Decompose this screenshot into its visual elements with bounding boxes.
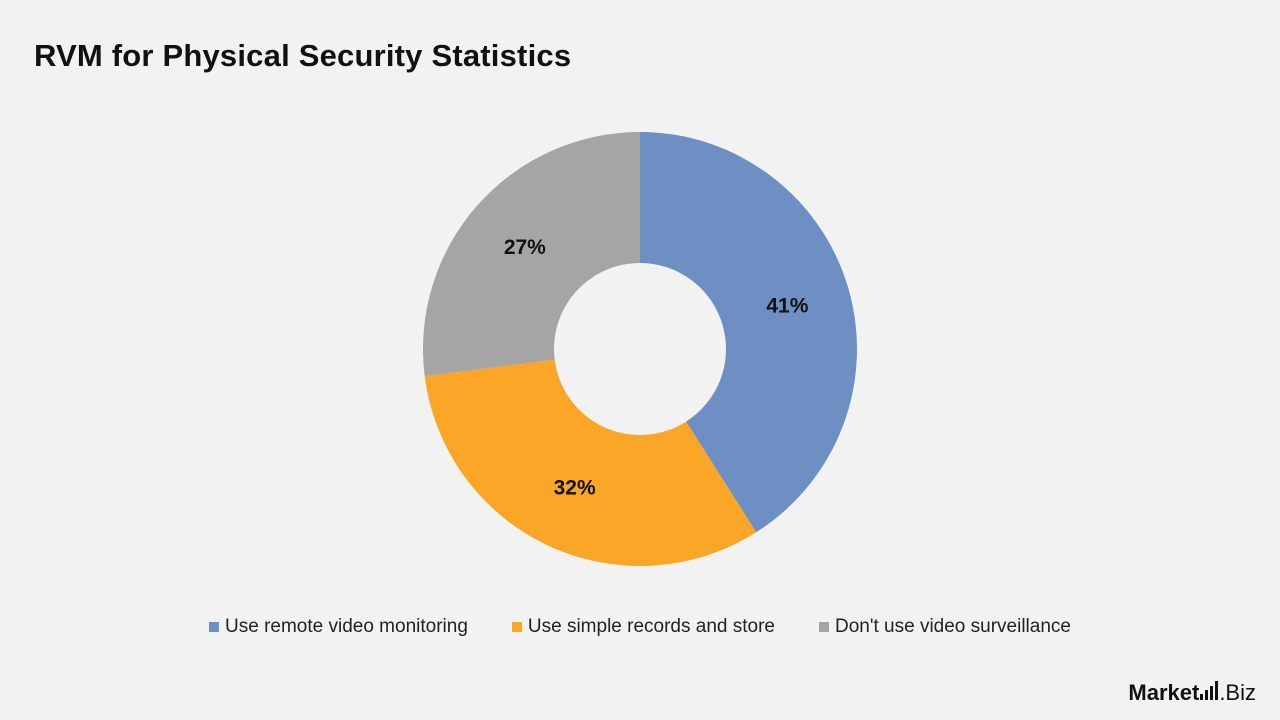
legend-swatch: [209, 622, 219, 632]
brand-logo-text-main: Market: [1128, 680, 1200, 705]
legend-item-1: Use remote video monitoring: [209, 616, 468, 638]
brand-logo: Market .Biz: [1128, 680, 1256, 706]
donut-slice-1: [640, 132, 857, 533]
legend-label: Use remote video monitoring: [225, 616, 468, 637]
data-label-2: 32%: [554, 476, 596, 499]
chart-title: RVM for Physical Security Statistics: [34, 38, 572, 73]
data-label-1: 41%: [766, 295, 808, 318]
donut-slice-2: [424, 359, 757, 566]
legend-label: Use simple records and store: [527, 616, 775, 637]
donut-slice-3: [423, 132, 640, 377]
legend-label: Don't use video surveillance: [835, 616, 1071, 637]
data-label-3: 27%: [504, 236, 546, 259]
legend-item-2: Use simple records and store: [511, 616, 775, 638]
brand-logo-text-tld: .Biz: [1219, 680, 1256, 705]
legend-item-3: Don't use video surveillance: [819, 616, 1071, 638]
chart-legend: Use remote video monitoring Use simple re…: [0, 616, 1280, 638]
legend-swatch: [819, 622, 829, 632]
bar-chart-icon: [1200, 681, 1219, 700]
legend-swatch: [511, 622, 522, 632]
